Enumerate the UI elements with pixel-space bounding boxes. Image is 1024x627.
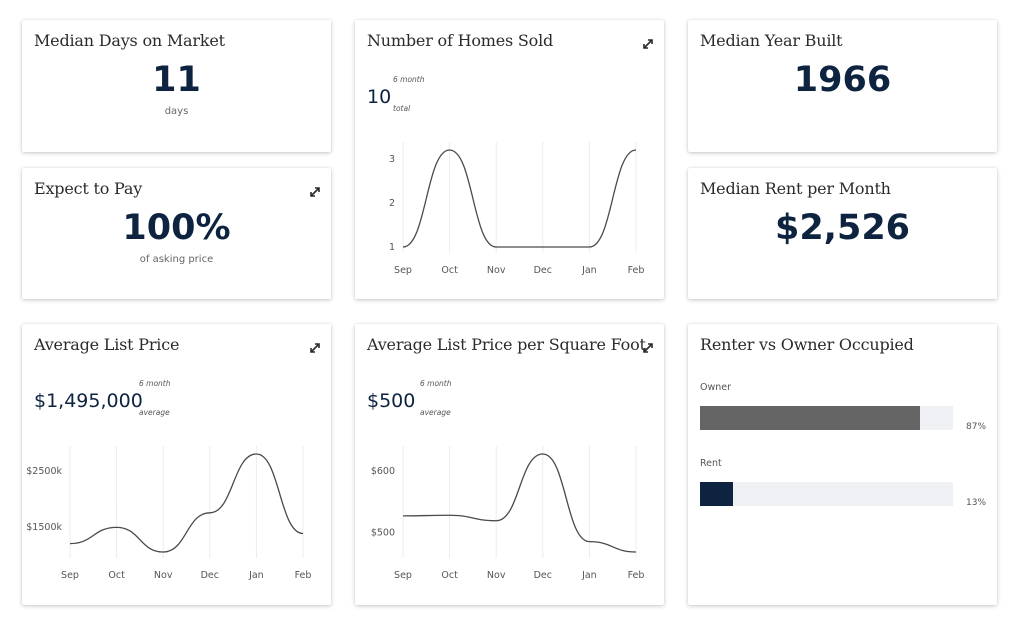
- price-per-sqft-chart: Sep Oct Nov Dec Jan Feb $500 $600: [371, 446, 645, 581]
- owner-bar-track: [700, 406, 953, 430]
- homes-sold-chart: Sep Oct Nov Dec Jan Feb 1 2 3: [389, 142, 645, 276]
- price-per-sqft-agg: average: [420, 408, 451, 417]
- card-avg-list-price: Average List Price $1,495,000 6 month av…: [22, 324, 331, 605]
- owner-percent: 87%: [966, 422, 987, 432]
- rent-bar-track: [700, 482, 953, 506]
- y-tick-label: $500: [371, 527, 395, 538]
- card-year-built: Median Year Built 1966: [688, 20, 997, 152]
- x-tick-label: Oct: [108, 570, 125, 581]
- x-tick-label: Dec: [534, 570, 552, 581]
- days-on-market-value: 11: [152, 60, 201, 100]
- rent-bar: [700, 482, 733, 506]
- y-tick-label: 3: [389, 154, 395, 165]
- x-tick-label: Feb: [628, 570, 645, 581]
- y-tick-label: 2: [389, 198, 395, 209]
- x-tick-label: Jan: [581, 570, 597, 581]
- expand-icon[interactable]: [307, 340, 323, 356]
- homes-sold-value: 10: [367, 86, 392, 108]
- x-tick-label: Dec: [201, 570, 219, 581]
- card-homes-sold: Number of Homes Sold 10 6 month total Se…: [355, 20, 664, 299]
- y-tick-label: 1: [389, 242, 395, 253]
- x-tick-label: Nov: [487, 570, 506, 581]
- price-per-sqft-value: $500: [367, 390, 416, 412]
- expand-icon[interactable]: [640, 36, 656, 52]
- x-tick-label: Feb: [295, 570, 312, 581]
- x-tick-label: Sep: [394, 265, 412, 276]
- card-title: Number of Homes Sold: [367, 31, 554, 50]
- avg-list-price-value: $1,495,000: [34, 390, 143, 412]
- y-tick-label: $1500k: [26, 522, 62, 533]
- x-tick-label: Oct: [441, 570, 458, 581]
- x-tick-label: Oct: [441, 265, 458, 276]
- x-tick-label: Nov: [154, 570, 173, 581]
- x-tick-label: Dec: [534, 265, 552, 276]
- expand-icon[interactable]: [307, 184, 323, 200]
- card-expect-to-pay: Expect to Pay 100% of asking price: [22, 168, 331, 299]
- card-days-on-market: Median Days on Market 11 days: [22, 20, 331, 152]
- days-on-market-unit: days: [164, 106, 189, 117]
- card-title: Median Year Built: [700, 31, 843, 50]
- median-rent-value: $2,526: [774, 208, 911, 248]
- series-line: [69, 453, 304, 553]
- homes-sold-period: 6 month: [393, 75, 425, 84]
- rent-label: Rent: [700, 458, 722, 469]
- owner-label: Owner: [700, 382, 732, 393]
- x-tick-label: Sep: [61, 570, 79, 581]
- rent-percent: 13%: [966, 498, 987, 508]
- card-median-rent: Median Rent per Month $2,526: [688, 168, 997, 299]
- avg-list-price-period: 6 month: [139, 379, 171, 388]
- avg-list-price-chart: Sep Oct Nov Dec Jan Feb $1500k $2500k: [26, 446, 312, 581]
- expand-icon[interactable]: [640, 340, 656, 356]
- y-tick-label: $2500k: [26, 466, 62, 477]
- card-price-per-sqft: Average List Price per Square Foot $500 …: [355, 324, 664, 605]
- price-per-sqft-period: 6 month: [420, 379, 452, 388]
- card-title: Median Rent per Month: [700, 179, 891, 198]
- card-title: Average List Price per Square Foot: [367, 335, 646, 354]
- card-renter-owner: Renter vs Owner Occupied Owner 87% Rent …: [688, 324, 997, 605]
- series-line: [402, 453, 637, 553]
- avg-list-price-agg: average: [139, 408, 170, 417]
- x-tick-label: Jan: [248, 570, 264, 581]
- card-title: Average List Price: [34, 335, 180, 354]
- card-title: Expect to Pay: [34, 179, 143, 198]
- x-tick-label: Sep: [394, 570, 412, 581]
- homes-sold-agg: total: [393, 104, 411, 113]
- owner-bar: [700, 406, 921, 430]
- card-title: Renter vs Owner Occupied: [700, 335, 914, 354]
- expect-to-pay-unit: of asking price: [139, 254, 214, 265]
- expect-to-pay-value: 100%: [122, 208, 231, 248]
- card-title: Median Days on Market: [34, 31, 225, 50]
- y-tick-label: $600: [371, 466, 395, 477]
- x-tick-label: Nov: [487, 265, 506, 276]
- year-built-value: 1966: [793, 60, 892, 100]
- series-line: [402, 149, 637, 248]
- x-tick-label: Jan: [581, 265, 597, 276]
- x-tick-label: Feb: [628, 265, 645, 276]
